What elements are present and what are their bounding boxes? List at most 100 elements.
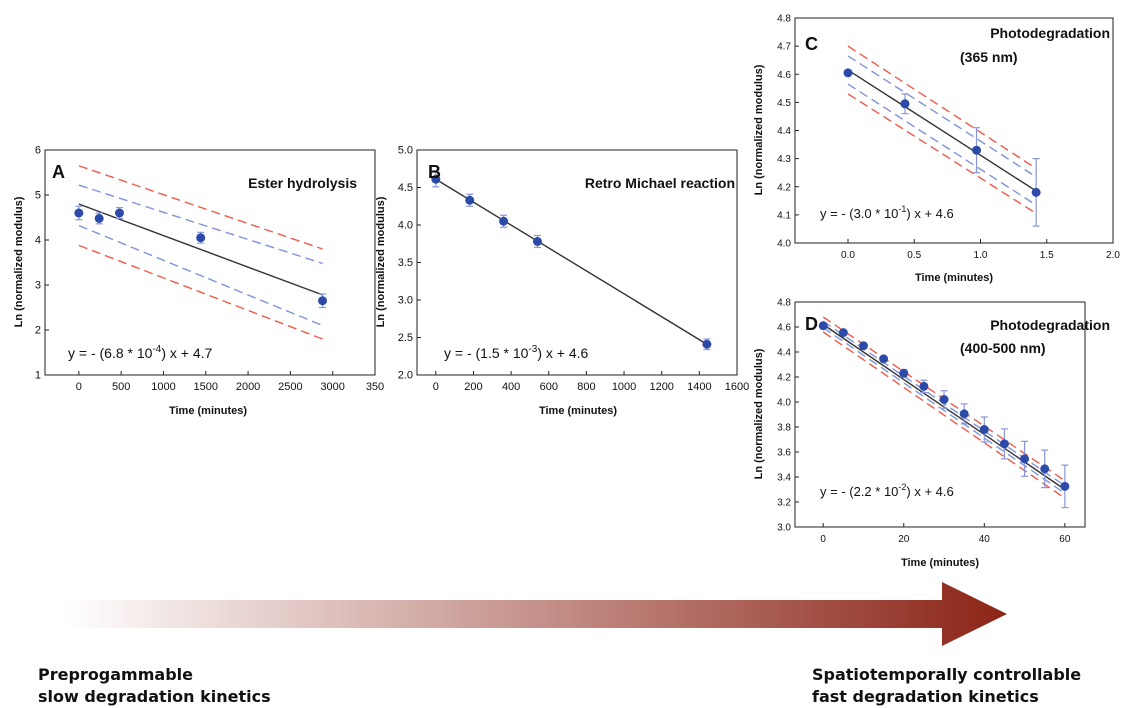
panel-letter: D — [805, 314, 818, 334]
data-point — [843, 68, 853, 78]
data-point — [532, 237, 542, 246]
progress-arrow — [65, 582, 1007, 646]
y-tick-label: 5.0 — [398, 145, 413, 157]
prediction-band-lower — [822, 331, 1066, 499]
panel-title: Photodegradation — [990, 25, 1110, 41]
x-tick-label: 600 — [540, 381, 558, 393]
y-tick-label: 4.6 — [777, 70, 791, 81]
y-tick-label: 1 — [35, 370, 41, 382]
fit-equation: y = - (1.5 * 10-3) x + 4.6 — [444, 344, 589, 361]
data-point — [318, 296, 328, 306]
data-point — [858, 341, 868, 351]
data-point — [972, 145, 982, 155]
data-point — [94, 213, 104, 223]
x-axis-label: Time (minutes) — [915, 272, 993, 284]
caption-right-line2: fast degradation kinetics — [812, 687, 1039, 706]
x-tick-label: 0.5 — [907, 250, 921, 261]
y-tick-label: 4.5 — [777, 98, 791, 109]
x-tick-label: 400 — [502, 381, 520, 393]
y-tick-label: 4.0 — [398, 220, 413, 232]
y-tick-label: 4.2 — [777, 373, 791, 384]
panel-letter: C — [805, 34, 818, 54]
caption-left-line2: slow degradation kinetics — [38, 687, 271, 706]
x-axis-label: Time (minutes) — [901, 557, 979, 569]
y-tick-label: 6 — [35, 145, 41, 157]
x-tick-label: 1400 — [687, 381, 711, 393]
data-point — [939, 395, 949, 404]
y-tick-label: 3.6 — [777, 448, 791, 459]
data-point — [899, 368, 909, 378]
y-tick-label: 4.4 — [777, 126, 791, 137]
x-tick-label: 1600 — [725, 381, 749, 393]
prediction-band-upper — [847, 45, 1037, 170]
x-tick-label: 3000 — [320, 381, 344, 393]
x-tick-label: 2000 — [236, 381, 260, 393]
data-point — [1020, 454, 1030, 464]
x-tick-label: 2500 — [278, 381, 302, 393]
confidence-band-upper — [78, 184, 323, 265]
x-axis-label: Time (minutes) — [539, 405, 617, 417]
caption-left-line1: Preprogammable — [38, 665, 193, 684]
data-point — [1040, 464, 1050, 474]
y-tick-label: 4.3 — [777, 154, 791, 165]
panel-subtitle: (400-500 nm) — [960, 340, 1046, 356]
x-tick-label: 0 — [820, 534, 826, 545]
data-point — [114, 208, 124, 218]
x-tick-label: 1500 — [194, 381, 218, 393]
confidence-band-lower — [847, 83, 1037, 206]
y-tick-label: 3.2 — [777, 498, 791, 509]
y-tick-label: 4.0 — [777, 239, 791, 250]
data-point — [818, 321, 828, 331]
y-tick-label: 3 — [35, 280, 41, 292]
x-tick-label: 800 — [577, 381, 595, 393]
x-tick-label: 1.5 — [1040, 250, 1054, 261]
panel-b: 2.0 2.5 3.0 3.5 4.0 4.5 5.0 0 200 400 600 800 1000 12… — [375, 145, 749, 418]
y-axis-label: Ln (normalized modulus) — [375, 196, 387, 327]
x-tick-label: 500 — [112, 381, 130, 393]
panel-title: Retro Michael reaction — [585, 175, 735, 191]
x-tick-label: 0 — [76, 381, 82, 393]
y-tick-label: 3.0 — [398, 295, 413, 307]
x-tick-label: 1.0 — [974, 250, 988, 261]
data-point — [1031, 187, 1041, 197]
data-point — [900, 99, 910, 109]
fit-equation: y = - (3.0 * 10-1) x + 4.6 — [820, 204, 954, 221]
x-tick-label: 1200 — [649, 381, 673, 393]
x-tick-label: 60 — [1059, 534, 1071, 545]
y-axis-label: Ln (normalized modulus) — [753, 348, 765, 479]
data-point — [499, 216, 509, 226]
y-tick-label: 4.5 — [398, 182, 413, 194]
x-axis-label: Time (minutes) — [169, 405, 247, 417]
y-tick-label: 5 — [35, 190, 41, 202]
panel-c: 4.0 4.1 4.2 4.3 4.4 4.5 4.6 4.7 4.8 0.0 0.5 1.0 1.5 2… — [753, 14, 1120, 285]
x-tick-label: 2.0 — [1106, 250, 1120, 261]
data-point — [431, 174, 441, 184]
y-tick-label: 4.8 — [777, 298, 791, 309]
data-point — [702, 339, 712, 349]
x-tick-label: 350 — [366, 381, 384, 393]
y-tick-label: 4.0 — [777, 398, 791, 409]
fit-equation: y = - (2.2 * 10-2) x + 4.6 — [820, 482, 954, 499]
panel-title: Photodegradation — [990, 317, 1110, 333]
y-tick-label: 4.1 — [777, 210, 791, 221]
data-point — [999, 439, 1009, 449]
panel-subtitle: (365 nm) — [960, 49, 1018, 65]
panel-letter: B — [428, 162, 441, 182]
y-tick-label: 3.5 — [398, 257, 413, 269]
fit-line — [847, 69, 1037, 192]
caption-slow-kinetics: Preprogammable slow degradation kinetics — [38, 664, 358, 708]
data-point — [196, 233, 206, 243]
prediction-band-lower — [847, 93, 1037, 215]
data-point — [919, 381, 929, 391]
y-tick-label: 2 — [35, 325, 41, 337]
fit-line — [78, 203, 323, 296]
fit-equation: y = - (6.8 * 10-4) x + 4.7 — [68, 344, 213, 361]
plot-frame-d — [794, 301, 1086, 528]
panel-a: 1 2 3 4 5 6 0 500 1000 1500 2000 2500 3000 350 A Ester … — [13, 145, 384, 418]
panel-d: 3.0 3.2 3.4 3.6 3.8 4.0 4.2 4.4 4.6 4.8 0 20 40 60 D Ph… — [753, 298, 1110, 570]
y-tick-label: 2.5 — [398, 332, 413, 344]
x-tick-label: 20 — [898, 534, 910, 545]
y-tick-label: 3.8 — [777, 423, 791, 434]
y-tick-label: 4.6 — [777, 323, 791, 334]
